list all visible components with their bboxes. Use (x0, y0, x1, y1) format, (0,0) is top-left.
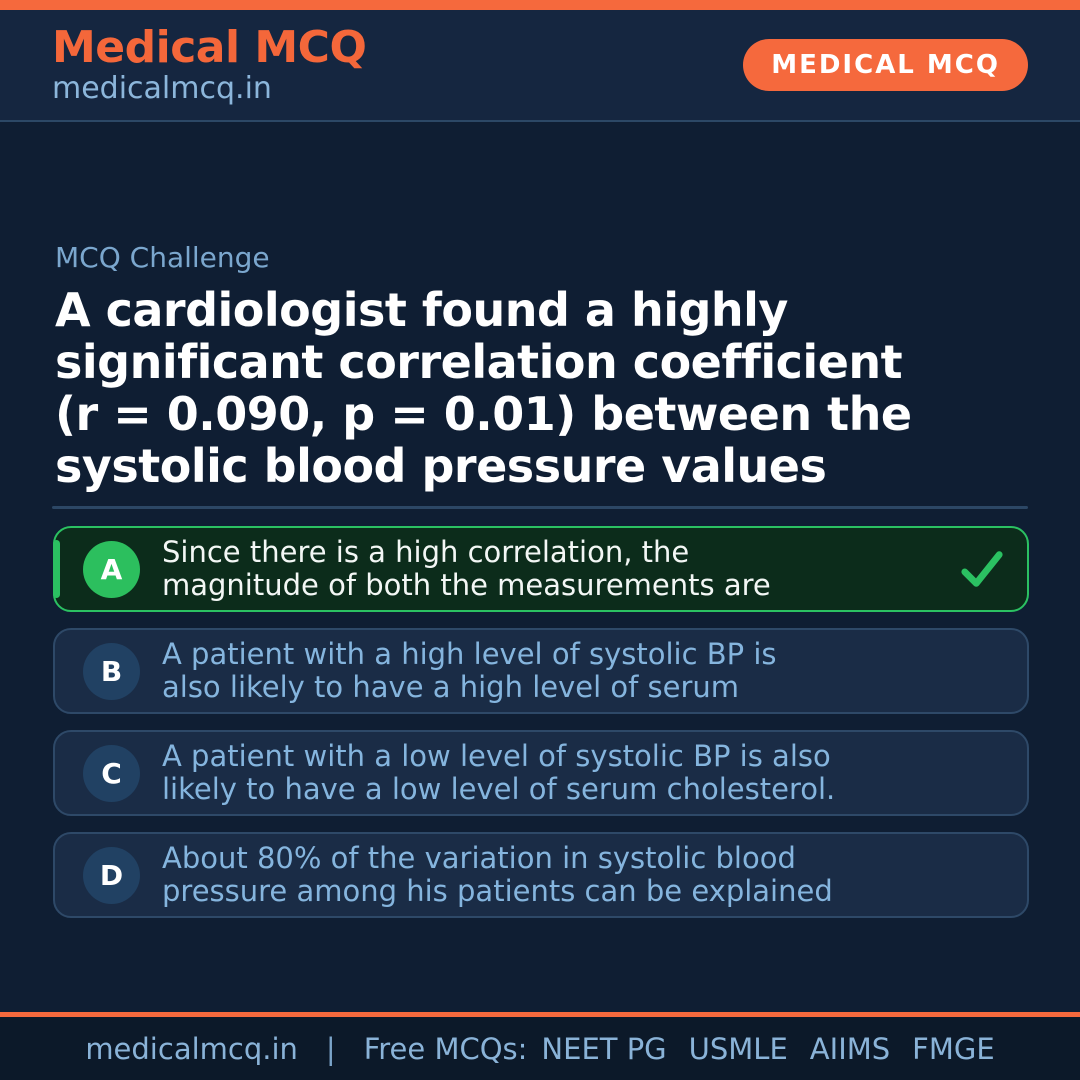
option-a-letter: A (83, 540, 140, 598)
footer-site: medicalmcq.in (85, 1031, 298, 1066)
option-a-text-line: Since there is a high correlation, the (162, 535, 690, 569)
quiz-card: MCQ Challenge A cardiologist found a hig… (0, 122, 1080, 918)
footer-separator: | (325, 1031, 336, 1066)
footer-exam-usmle: USMLE (688, 1031, 788, 1066)
footer-exam-aiims: AIIMS (809, 1031, 891, 1066)
question-divider (52, 506, 1028, 509)
question-title-line: (r = 0.090, p = 0.01) between the (55, 387, 912, 441)
option-b-text-line: A patient with a high level of systolic … (162, 637, 777, 671)
option-d-letter: D (83, 846, 140, 904)
top-accent-strip (0, 0, 1080, 10)
option-d-text: About 80% of the variation in systolic b… (162, 842, 833, 908)
option-a-text: Since there is a high correlation, the m… (162, 536, 771, 602)
option-c-letter: C (83, 744, 140, 802)
option-d-text-line: About 80% of the variation in systolic b… (162, 841, 796, 875)
question-title-line: significant correlation coefficient (55, 335, 903, 389)
header: Medical MCQ medicalmcq.in MEDICAL MCQ (0, 10, 1080, 122)
footer-free-label: Free MCQs: (363, 1031, 528, 1066)
footer-exam-neetpg: NEET PG (541, 1031, 667, 1066)
option-c-text-line: likely to have a low level of serum chol… (162, 772, 836, 806)
question-title-line: systolic blood pressure values (55, 439, 827, 493)
option-a-text-line: magnitude of both the measurements are (162, 568, 771, 602)
brand-block: Medical MCQ medicalmcq.in (52, 22, 367, 106)
option-d-text-line: pressure among his patients can be expla… (162, 874, 833, 908)
option-c[interactable]: C A patient with a low level of systolic… (53, 730, 1029, 816)
question-title: A cardiologist found a highly significan… (55, 284, 1040, 492)
option-b-letter: B (83, 642, 140, 700)
option-c-text-line: A patient with a low level of systolic B… (162, 739, 831, 773)
check-icon (961, 551, 1003, 587)
quiz-kicker: MCQ Challenge (55, 241, 270, 274)
option-b-text: A patient with a high level of systolic … (162, 638, 777, 704)
footer-exam-fmge: FMGE (912, 1031, 995, 1066)
option-b-text-line: also likely to have a high level of seru… (162, 670, 740, 704)
option-b[interactable]: B A patient with a high level of systoli… (53, 628, 1029, 714)
footer-bar: medicalmcq.in | Free MCQs: NEET PG USMLE… (0, 1017, 1080, 1080)
option-c-text: A patient with a low level of systolic B… (162, 740, 835, 806)
options-list: A Since there is a high correlation, the… (53, 526, 1029, 918)
option-d[interactable]: D About 80% of the variation in systolic… (53, 832, 1029, 918)
brand-subtitle: medicalmcq.in (52, 71, 272, 106)
brand-title: Medical MCQ (52, 22, 367, 73)
footer: medicalmcq.in | Free MCQs: NEET PG USMLE… (0, 1012, 1080, 1080)
question-title-line: A cardiologist found a highly (55, 283, 788, 337)
correct-accent-bar (53, 540, 60, 598)
option-a[interactable]: A Since there is a high correlation, the… (53, 526, 1029, 612)
footer-accent-line (0, 1012, 1080, 1017)
brand-badge: MEDICAL MCQ (743, 39, 1028, 91)
